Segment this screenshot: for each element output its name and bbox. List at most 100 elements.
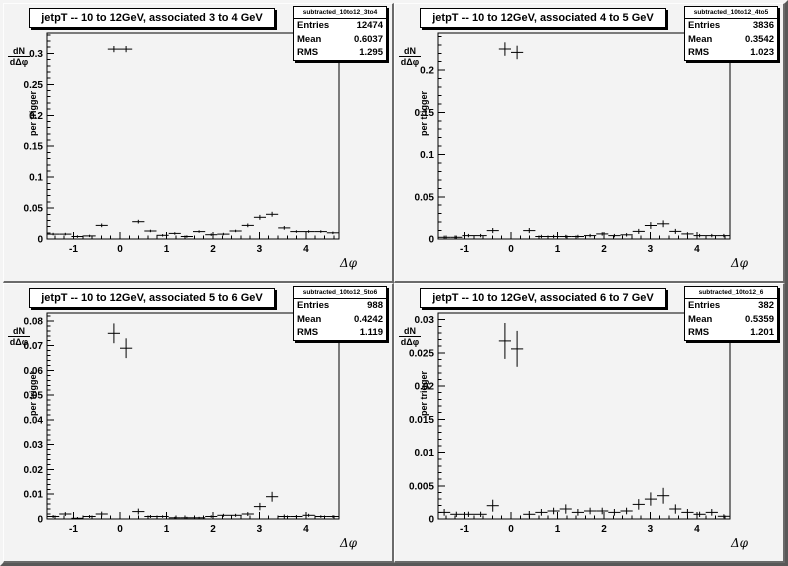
stats-entries-row: Entries 382: [685, 299, 777, 313]
stats-histogram-name: subtracted_10to12_4to5: [685, 7, 777, 19]
y-axis-title-denominator: dΔφ: [8, 336, 30, 347]
pad-4-stats-box[interactable]: subtracted_10to12_6 Entries 382 Mean 0.535…: [684, 286, 778, 341]
svg-text:2: 2: [210, 244, 216, 255]
stats-rms-label: RMS: [688, 47, 710, 58]
svg-text:2: 2: [601, 524, 607, 535]
pad-4-title[interactable]: jetpT -- 10 to 12GeV, associated 6 to 7 …: [420, 288, 666, 308]
stats-rms-value: 1.295: [359, 47, 383, 58]
svg-text:-1: -1: [69, 244, 78, 255]
stats-entries-label: Entries: [297, 20, 330, 31]
y-axis-title-denominator: dΔφ: [399, 336, 421, 347]
svg-text:0: 0: [428, 235, 434, 246]
svg-text:3: 3: [648, 244, 654, 255]
svg-text:0.025: 0.025: [409, 348, 434, 359]
y-axis-title: dN dΔφ per trigger: [399, 314, 433, 416]
stats-entries-label: Entries: [688, 300, 721, 311]
svg-text:0.07: 0.07: [24, 341, 44, 352]
svg-text:0: 0: [508, 524, 514, 535]
svg-text:0.03: 0.03: [415, 315, 435, 326]
stats-rms-value: 1.119: [359, 327, 383, 338]
svg-text:0: 0: [117, 524, 123, 535]
svg-text:0.02: 0.02: [24, 465, 44, 476]
pad-2-stats-box[interactable]: subtracted_10to12_4to5 Entries 3836 Mean 0…: [684, 6, 778, 61]
svg-text:0.05: 0.05: [415, 192, 435, 203]
svg-text:-1: -1: [460, 524, 469, 535]
stats-mean-row: Mean 0.6037: [294, 33, 386, 47]
stats-mean-row: Mean 0.3542: [685, 33, 777, 47]
pad-3-stats-box[interactable]: subtracted_10to12_5to6 Entries 988 Mean 0.…: [293, 286, 387, 341]
pad-2-title[interactable]: jetpT -- 10 to 12GeV, associated 4 to 5 …: [420, 8, 666, 28]
stats-entries-row: Entries 988: [294, 299, 386, 313]
svg-text:4: 4: [694, 524, 700, 535]
svg-text:-1: -1: [460, 244, 469, 255]
svg-text:4: 4: [303, 524, 309, 535]
pad-1-stats-box[interactable]: subtracted_10to12_3to4 Entries 12474 Mean…: [293, 6, 387, 61]
y-axis-title-numerator: dN: [404, 326, 416, 336]
x-axis-title: Δφ: [731, 256, 749, 270]
x-axis-title: Δφ: [340, 536, 358, 550]
svg-text:0.015: 0.015: [409, 415, 434, 426]
svg-text:0.1: 0.1: [29, 173, 43, 184]
stats-entries-value: 382: [758, 300, 774, 311]
svg-text:0.05: 0.05: [24, 204, 44, 215]
y-axis-title-fraction: dN dΔφ: [399, 326, 421, 347]
stats-entries-label: Entries: [297, 300, 330, 311]
svg-text:0.005: 0.005: [409, 481, 434, 492]
svg-text:0.15: 0.15: [24, 142, 44, 153]
stats-histogram-name: subtracted_10to12_6: [685, 287, 777, 299]
stats-mean-label: Mean: [297, 313, 322, 325]
y-axis-title-fraction: dN dΔφ: [8, 46, 30, 67]
svg-text:3: 3: [648, 524, 654, 535]
y-axis-title-text: per trigger: [419, 90, 429, 136]
stats-mean-label: Mean: [688, 313, 713, 325]
stats-entries-value: 988: [367, 300, 383, 311]
svg-text:2: 2: [210, 524, 216, 535]
svg-text:1: 1: [555, 524, 561, 535]
svg-text:0.25: 0.25: [24, 80, 44, 91]
stats-mean-label: Mean: [297, 33, 322, 45]
pad-3-title[interactable]: jetpT -- 10 to 12GeV, associated 5 to 6 …: [29, 288, 275, 308]
pad-2[interactable]: 0 0.05 0.1 0.15 0.2 -1 0 1 2 3 4 jetpT -- 10 to 12…: [394, 3, 785, 283]
svg-text:0.02: 0.02: [415, 382, 435, 393]
svg-text:0: 0: [428, 515, 434, 526]
plot-area-4: 0 0.005 0.01 0.015 0.02 0.025 0.03 -1 0 1 2 3 4: [409, 312, 731, 535]
svg-text:1: 1: [164, 524, 170, 535]
stats-mean-row: Mean 0.4242: [294, 313, 386, 327]
svg-text:2: 2: [601, 244, 607, 255]
y-axis-title-fraction: dN dΔφ: [8, 326, 30, 347]
x-axis-title: Δφ: [731, 536, 749, 550]
y-axis-title-text: per trigger: [419, 370, 429, 416]
svg-text:0.01: 0.01: [415, 448, 435, 459]
stats-mean-value: 0.6037: [353, 33, 383, 45]
svg-text:0.04: 0.04: [24, 416, 44, 427]
y-axis-title: dN dΔφ per trigger: [8, 314, 42, 416]
svg-text:0.1: 0.1: [420, 150, 434, 161]
pad-3[interactable]: 0 0.01 0.02 0.03 0.04 0.05 0.06 0.07 0.08 -1 0 1 2 3 4…: [3, 283, 394, 563]
stats-entries-value: 3836: [752, 20, 774, 31]
stats-entries-row: Entries 12474: [294, 19, 386, 33]
svg-text:0: 0: [37, 235, 43, 246]
stats-rms-value: 1.023: [750, 47, 774, 58]
pad-4[interactable]: 0 0.005 0.01 0.015 0.02 0.025 0.03 -1 0 1 2 3 4 jetp…: [394, 283, 785, 563]
y-axis-title-text: per trigger: [28, 90, 38, 136]
svg-text:0.2: 0.2: [29, 111, 43, 122]
plot-area-1: 0 0.05 0.1 0.15 0.2 0.25 0.3 -1 0 1 2 3 4: [24, 32, 340, 255]
y-axis-title-denominator: dΔφ: [8, 56, 30, 67]
svg-text:-1: -1: [69, 524, 78, 535]
stats-mean-row: Mean 0.5359: [685, 313, 777, 327]
y-axis-title-numerator: dN: [13, 326, 25, 336]
svg-text:0.15: 0.15: [415, 108, 435, 119]
svg-text:0.3: 0.3: [29, 49, 43, 60]
stats-mean-label: Mean: [688, 33, 713, 45]
x-axis-title: Δφ: [340, 256, 358, 270]
stats-rms-value: 1.201: [750, 327, 774, 338]
stats-rms-row: RMS 1.119: [294, 326, 386, 340]
svg-text:0.06: 0.06: [24, 366, 44, 377]
y-axis-title: dN dΔφ per trigger: [399, 34, 433, 136]
svg-text:0.08: 0.08: [24, 316, 44, 327]
stats-entries-value: 12474: [356, 20, 383, 31]
pad-1[interactable]: 0 0.05 0.1 0.15 0.2 0.25 0.3 -1 0 1 2 3 4 jetpT -- 1…: [3, 3, 394, 283]
y-axis-title-fraction: dN dΔφ: [399, 46, 421, 67]
pad-1-title[interactable]: jetpT -- 10 to 12GeV, associated 3 to 4 …: [29, 8, 275, 28]
